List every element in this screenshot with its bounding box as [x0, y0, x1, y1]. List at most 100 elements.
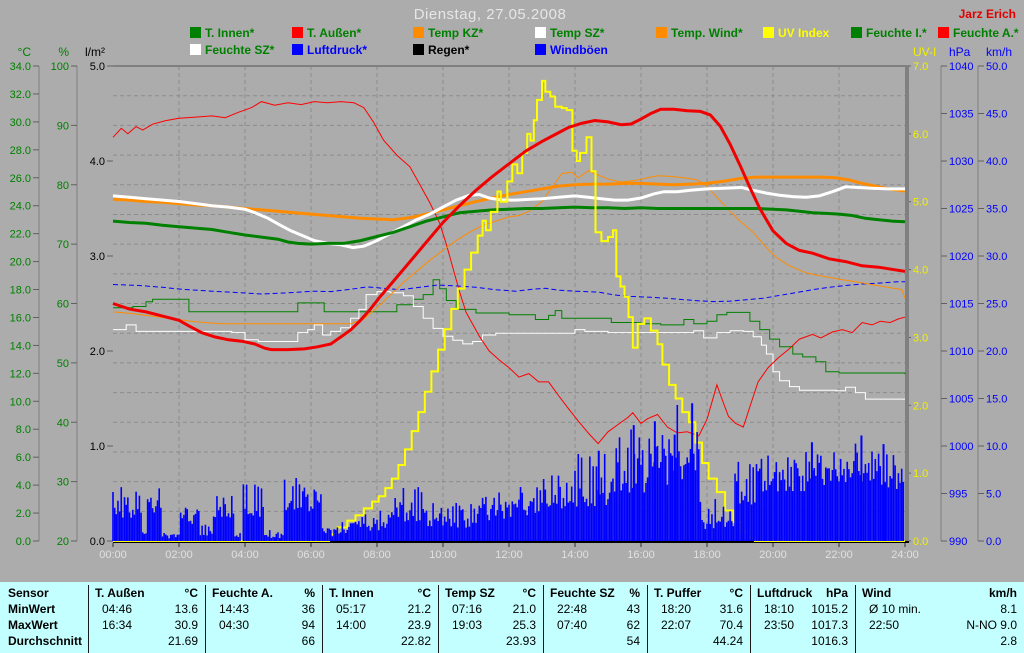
svg-text:6.0: 6.0 [913, 129, 928, 141]
table-cell-row: T. Puffer °C [648, 585, 750, 601]
svg-text:1040: 1040 [949, 61, 973, 73]
table-cell: 21.2 [407, 602, 431, 616]
legend-label: Feuchte SZ* [205, 43, 275, 57]
svg-text:3.0: 3.0 [90, 251, 105, 263]
svg-text:04:00: 04:00 [231, 549, 259, 561]
legend-item-temp-kz-: Temp KZ* [413, 26, 483, 40]
table-cell-row: 19:03 25.3 [439, 617, 543, 633]
table-cell: 16:34 [102, 618, 133, 632]
svg-text:40.0: 40.0 [986, 156, 1007, 168]
table-cell-row: 18:10 1015.2 [751, 601, 855, 617]
svg-text:10:00: 10:00 [429, 549, 457, 561]
svg-text:20: 20 [57, 536, 69, 548]
legend-swatch-icon [190, 44, 201, 55]
axis-pressure: 1040 1035 1030 1025 1020 1015 1010 1005 1000 995 9… [940, 45, 973, 548]
svg-text:1010: 1010 [949, 346, 973, 358]
series-feuchte_i [113, 279, 906, 375]
svg-text:30: 30 [57, 477, 69, 489]
svg-text:14:00: 14:00 [561, 549, 589, 561]
svg-text:8.0: 8.0 [16, 424, 31, 436]
table-cell: 22:50 [869, 618, 900, 632]
author-label: Jarz Erich [958, 7, 1016, 21]
svg-text:5.0: 5.0 [90, 61, 105, 73]
table-cell-row: 04:46 13.6 [89, 601, 205, 617]
table-cell-row: 05:17 21.2 [323, 601, 438, 617]
svg-text:1005: 1005 [949, 394, 973, 406]
table-cell: 1017.3 [811, 618, 848, 632]
svg-text:06:00: 06:00 [297, 549, 325, 561]
svg-text:990: 990 [949, 536, 967, 548]
table-cell: °C [522, 586, 536, 600]
svg-text:45.0: 45.0 [986, 109, 1007, 121]
legend-label: T. Außen* [307, 26, 362, 40]
table-col-temp-sz: Temp SZ °C 07:16 21.0 19:03 25.3 23.93 [438, 585, 543, 653]
table-cell: km/h [988, 586, 1017, 600]
table-cell [439, 633, 452, 649]
table-row-label: MinWert [8, 602, 56, 616]
table-col-feuchte-a-: Feuchte A.% 14:43 36 04:30 94 66 [205, 585, 322, 653]
table-cell-row: 07:16 21.0 [439, 601, 543, 617]
svg-text:28.0: 28.0 [10, 145, 31, 157]
table-cell-row: 23.93 [439, 633, 543, 649]
axis-rain: 5.0 4.0 3.0 2.0 1.0 0.0 l/m² [85, 45, 113, 548]
svg-text:5.0: 5.0 [986, 489, 1001, 501]
svg-text:90: 90 [57, 120, 69, 132]
table-col-t-puffer: T. Puffer °C 18:20 31.6 22:07 70.4 44.24 [647, 585, 750, 653]
table-cell-row: 66 [206, 633, 322, 649]
axis-wind: 50.0 45.0 40.0 35.0 30.0 25.0 20.0 15.0 10.0 5.0 0… [977, 45, 1012, 548]
x-axis: 00:00 02:00 04:00 06:00 08:00 10:00 12:00 14:00… [99, 543, 919, 561]
legend-label: Luftdruck* [307, 43, 367, 57]
svg-text:16.0: 16.0 [10, 312, 31, 324]
table-cell: Feuchte SZ [550, 586, 615, 600]
svg-text:24:00: 24:00 [891, 549, 919, 561]
svg-text:2.0: 2.0 [90, 346, 105, 358]
svg-text:26.0: 26.0 [10, 173, 31, 185]
legend-item-luftdruck-: Luftdruck* [292, 43, 367, 57]
chart-svg: 34.0 32.0 30.0 28.0 26.0 24.0 22.0 20.0 18.0 16.0… [10, 45, 1012, 561]
table-col-luftdruck: Luftdruck hPa 18:10 1015.2 23:50 1017.3 1016.3 [750, 585, 855, 653]
legend-item-temp-wind-: Temp. Wind* [656, 26, 743, 40]
svg-text:hPa: hPa [949, 45, 971, 59]
svg-text:10.0: 10.0 [10, 396, 31, 408]
table-cell-row: T. Innen °C [323, 585, 438, 601]
table-cell-row: 14:43 36 [206, 601, 322, 617]
table-cell: 70.4 [719, 618, 743, 632]
table-cell: 14:43 [219, 602, 250, 616]
table-cell: 14:00 [336, 618, 367, 632]
table-cell: 19:03 [452, 618, 483, 632]
legend-item-feuchte-a-: Feuchte A.* [938, 26, 1019, 40]
svg-text:0.0: 0.0 [16, 536, 31, 548]
table-cell-row: 23:50 1017.3 [751, 617, 855, 633]
table-cell [89, 633, 102, 649]
svg-text:0.0: 0.0 [90, 536, 105, 548]
svg-text:25.0: 25.0 [986, 299, 1007, 311]
table-cell: 05:17 [336, 602, 367, 616]
legend-label: Feuchte I.* [866, 26, 927, 40]
table-cell: N-NO 9.0 [966, 618, 1017, 632]
legend-label: Regen* [428, 43, 470, 57]
table-cell: 22:48 [557, 602, 588, 616]
table-cell-row: 22:07 70.4 [648, 617, 750, 633]
legend-swatch-icon [851, 27, 862, 38]
legend-label: T. Innen* [205, 26, 255, 40]
legend-swatch-icon [190, 27, 201, 38]
svg-text:km/h: km/h [986, 45, 1012, 59]
table-cell: 04:30 [219, 618, 250, 632]
svg-text:24.0: 24.0 [10, 201, 31, 213]
svg-text:08:00: 08:00 [363, 549, 391, 561]
table-cell: 04:46 [102, 602, 133, 616]
table-cell-row: 2.8 [856, 633, 1024, 649]
table-cell: 94 [301, 618, 315, 632]
table-row-label: Sensor [8, 586, 49, 600]
svg-text:35.0: 35.0 [986, 204, 1007, 216]
svg-text:100: 100 [51, 61, 69, 73]
svg-text:2.0: 2.0 [913, 400, 928, 412]
table-cell-row: 44.24 [648, 633, 750, 649]
table-cell [323, 633, 336, 649]
axis-uv: 7.0 6.0 5.0 4.0 3.0 2.0 1.0 0.0 UV-I [905, 45, 936, 548]
svg-text:34.0: 34.0 [10, 61, 31, 73]
table-cell-row: Luftdruck hPa [751, 585, 855, 601]
table-cell [856, 633, 869, 649]
series-feuchte_a [112, 101, 906, 445]
legend-swatch-icon [535, 44, 546, 55]
